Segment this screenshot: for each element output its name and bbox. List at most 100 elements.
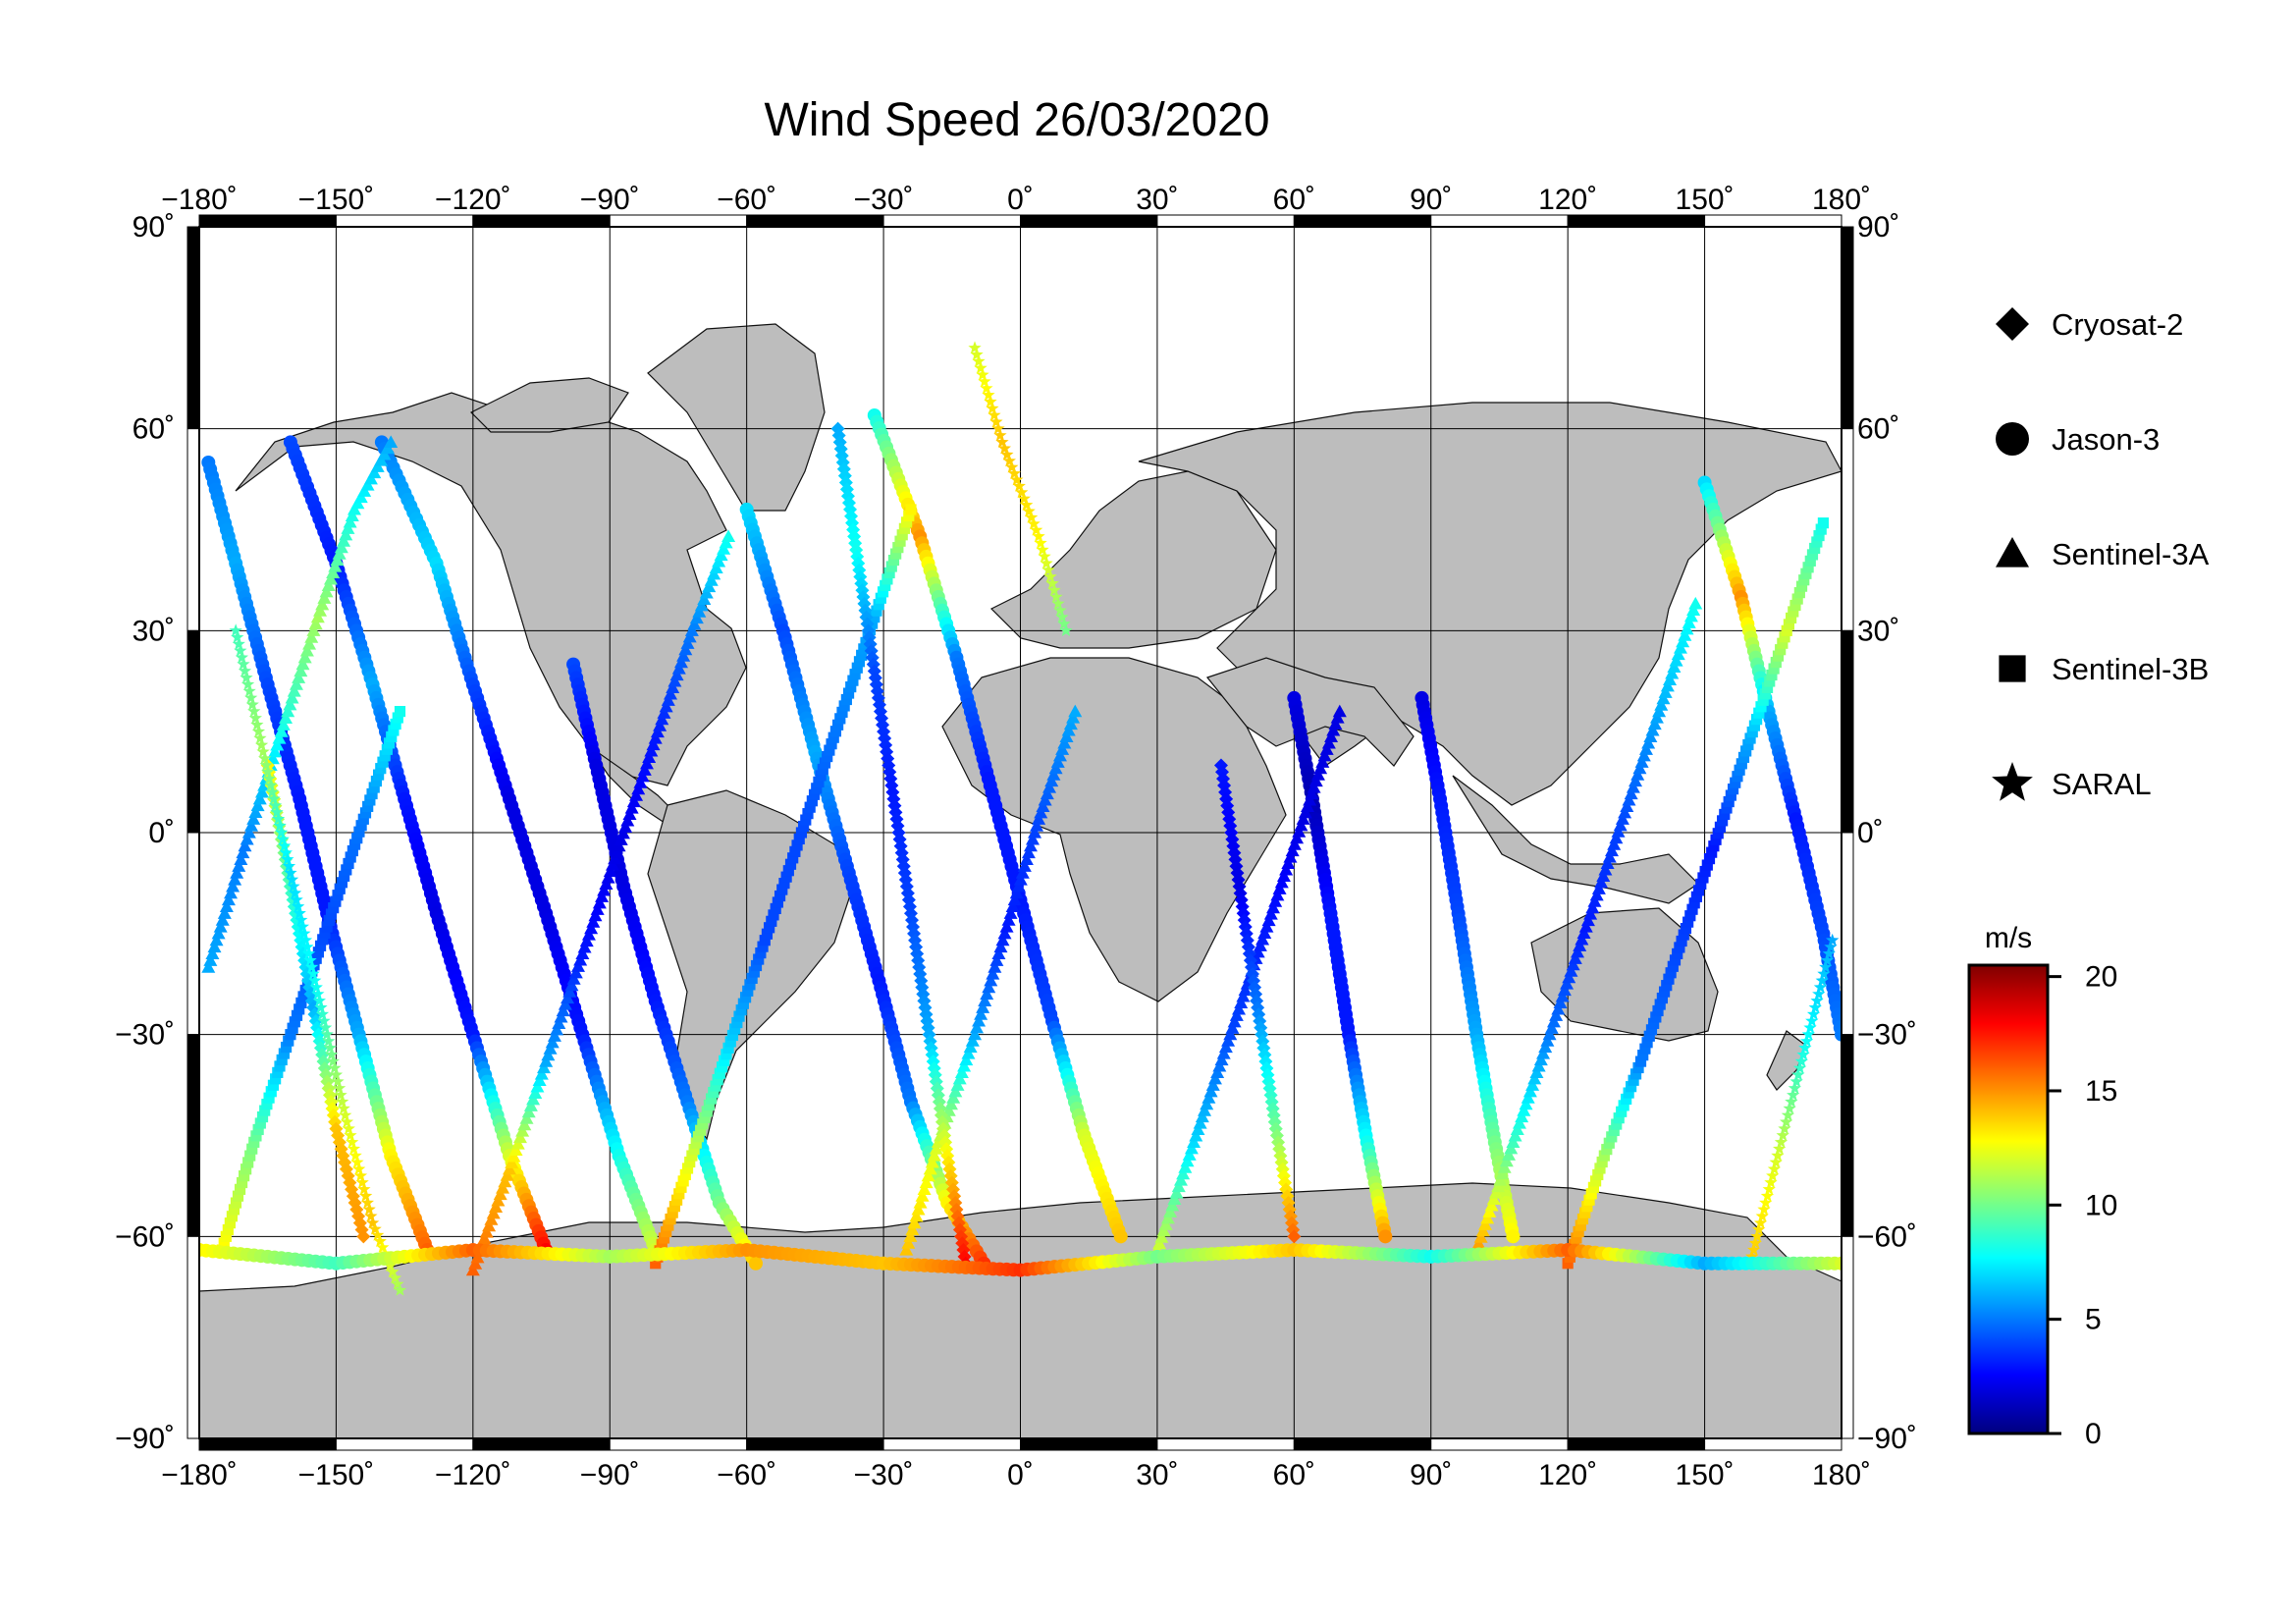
track-point: [1189, 1128, 1203, 1142]
track-point: [1645, 723, 1660, 736]
track-point: [254, 784, 269, 798]
track-point: [972, 1013, 987, 1027]
frame-band-top: [882, 214, 1021, 228]
track-point: [211, 926, 226, 940]
x-tick-label-bottom: −120˚: [435, 1459, 511, 1491]
track-point: [1764, 1175, 1778, 1189]
frame-band-right: [1841, 629, 1854, 834]
track-point: [564, 978, 579, 992]
track-point: [486, 1206, 501, 1219]
track-point: [1769, 1155, 1783, 1168]
track-point: [1053, 603, 1067, 617]
track-point: [1003, 906, 1018, 919]
track-point: [541, 1048, 556, 1061]
track-point: [1482, 1205, 1497, 1217]
track-point: [655, 712, 669, 726]
track-point: [1557, 983, 1572, 997]
track-point: [603, 864, 617, 878]
track-point: [1512, 1115, 1526, 1129]
track-point: [921, 1168, 935, 1182]
track-point: [1776, 1128, 1789, 1142]
x-tick-label-bottom: 120˚: [1538, 1459, 1597, 1491]
track-point: [205, 947, 220, 959]
track-point: [337, 534, 351, 547]
track-point: [566, 972, 581, 985]
track-point: [1555, 989, 1570, 1002]
track-point: [689, 611, 704, 624]
track-point: [258, 751, 272, 765]
track-point: [1525, 1078, 1540, 1091]
frame-band-top: [609, 214, 748, 228]
track-point: [1673, 641, 1687, 654]
frame-band-bottom: [609, 1437, 748, 1451]
track-point: [664, 686, 678, 700]
land-arabia-india: [1205, 657, 1415, 767]
track-point: [261, 765, 275, 778]
colorbar-tick-label: 15: [2085, 1075, 2117, 1108]
track-point: [1015, 866, 1030, 879]
track-point: [1205, 1078, 1220, 1091]
frame-band-top: [1156, 214, 1295, 228]
track-point: [1817, 967, 1831, 980]
track-point: [250, 718, 264, 730]
track-point: [1613, 818, 1628, 832]
track-point: [298, 933, 313, 947]
track-point: [1191, 1122, 1205, 1136]
track-point: [1326, 723, 1341, 736]
track-point: [326, 1055, 340, 1067]
track-point: [980, 987, 994, 1001]
track-point: [661, 693, 675, 706]
track-point: [313, 604, 328, 617]
track-point: [1028, 826, 1042, 839]
track-point: [505, 1156, 519, 1168]
track-point: [1178, 1161, 1193, 1173]
track-point: [1803, 1020, 1817, 1034]
track-point: [1234, 996, 1249, 1009]
track-point: [332, 1081, 347, 1095]
track-point: [1785, 1095, 1798, 1108]
track-point: [465, 1263, 480, 1276]
track-point: [682, 629, 697, 643]
track-point: [383, 1259, 397, 1271]
track-point: [1669, 653, 1683, 667]
track-point: [1480, 1211, 1495, 1224]
track-point: [328, 560, 343, 572]
track-point: [1757, 1202, 1771, 1216]
track-point: [284, 866, 297, 879]
land-arctic-islands: [469, 377, 629, 433]
track-point: [978, 994, 992, 1006]
track-point: [1649, 711, 1664, 724]
track-point: [1055, 742, 1070, 755]
track-point: [1611, 825, 1626, 838]
track-point: [332, 547, 347, 560]
track-point: [986, 402, 999, 414]
track-point: [253, 731, 267, 744]
track-point: [339, 527, 353, 541]
track-point: [697, 592, 712, 605]
track-point: [1683, 609, 1698, 622]
track-point: [270, 805, 284, 819]
track-point: [1632, 761, 1647, 775]
track-point: [650, 725, 665, 738]
track-point: [1268, 894, 1283, 907]
track-point: [1551, 1001, 1566, 1015]
track-point: [310, 610, 325, 623]
track-point: [974, 361, 988, 374]
track-point: [1680, 622, 1694, 635]
track-point: [285, 873, 299, 886]
track-point: [285, 690, 299, 704]
track-point: [292, 899, 305, 913]
track-point: [323, 1041, 337, 1054]
x-tick-label-top: 120˚: [1538, 184, 1597, 216]
y-tick-label-right: 90˚: [1857, 211, 1899, 243]
track-point: [302, 637, 317, 650]
track-point: [207, 940, 222, 953]
track-point: [292, 671, 306, 683]
track-point: [1160, 1211, 1175, 1224]
track-point: [1303, 792, 1317, 806]
track-point: [215, 913, 230, 926]
track-point: [224, 886, 239, 899]
track-point: [1682, 616, 1696, 628]
track-point: [1218, 1040, 1233, 1054]
land-southeast-asia: [1452, 775, 1699, 904]
